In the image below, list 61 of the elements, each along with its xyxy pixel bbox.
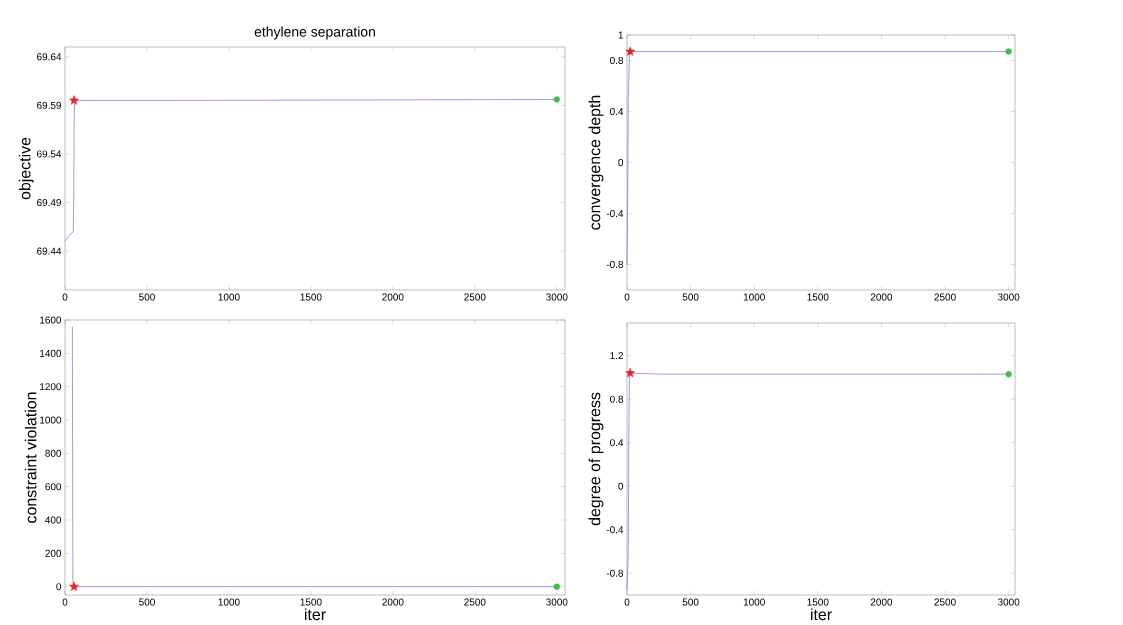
- x-tick-label: 0: [624, 293, 630, 301]
- x-tick-label: 3000: [546, 598, 568, 606]
- x-tick-label: 1000: [218, 598, 240, 606]
- chart-title: ethylene separation: [254, 26, 375, 40]
- y-tick-label: 0.4: [610, 107, 624, 116]
- x-tick-label: 2500: [464, 598, 486, 606]
- x-tick-label: 500: [682, 598, 699, 606]
- y-tick-label: 200: [45, 549, 62, 557]
- x-axis-title: iter: [811, 608, 832, 621]
- y-tick-label: 1.2: [610, 352, 623, 360]
- x-tick-label: 1000: [743, 598, 765, 606]
- x-tick-label: 3000: [997, 598, 1020, 606]
- y-tick-label: 400: [45, 516, 62, 524]
- x-tick-label: 2500: [934, 293, 956, 301]
- x-tick-label: 1500: [807, 293, 829, 301]
- x-tick-label: 1500: [300, 598, 322, 606]
- y-tick-label: 0.8: [610, 395, 624, 403]
- y-tick-label: 600: [45, 483, 62, 491]
- x-tick-label: 3000: [997, 293, 1020, 301]
- x-tick-label: 1500: [807, 598, 829, 606]
- x-tick-label: 1000: [743, 293, 765, 301]
- y-tick-label: 0: [618, 482, 624, 490]
- y-tick-label: 1400: [40, 349, 62, 357]
- y-tick-label: 69.64: [37, 53, 62, 61]
- y-tick-label: 1600: [40, 316, 62, 324]
- x-tick-label: 0: [62, 598, 68, 606]
- y-tick-label: -0.4: [606, 209, 624, 218]
- y-tick-label: 800: [45, 449, 62, 457]
- y-tick-label: -0.8: [606, 260, 624, 269]
- x-tick-label: 500: [139, 598, 155, 606]
- y-tick-label: -0.8: [606, 569, 624, 577]
- y-axis-title: objective: [18, 137, 34, 200]
- y-tick-label: -0.4: [606, 526, 624, 534]
- x-tick-label: 1000: [218, 293, 240, 301]
- y-axis-title: constraint violation: [24, 392, 37, 523]
- x-tick-label: 2000: [382, 598, 404, 606]
- y-tick-label: 1000: [40, 416, 62, 424]
- y-axis-title: degree of progress: [588, 392, 604, 526]
- x-tick-label: 2500: [464, 293, 486, 301]
- y-tick-label: 0: [56, 583, 62, 591]
- y-axis-title: convergence depth: [588, 95, 604, 230]
- y-tick-label: 69.59: [37, 101, 62, 109]
- x-tick-label: 2500: [934, 598, 956, 606]
- y-tick-label: 1200: [40, 383, 62, 391]
- x-tick-label: 1500: [300, 293, 322, 301]
- y-tick-label: 0.4: [610, 439, 624, 447]
- y-tick-label: 69.44: [37, 247, 62, 255]
- y-tick-label: 1: [618, 31, 624, 39]
- x-tick-label: 0: [624, 598, 630, 606]
- y-tick-label: 69.54: [37, 150, 62, 158]
- x-tick-label: 2000: [870, 598, 893, 606]
- x-axis-title: iter: [304, 608, 326, 621]
- x-tick-label: 0: [62, 293, 68, 301]
- x-tick-label: 2000: [382, 293, 404, 301]
- y-tick-label: 69.49: [37, 198, 62, 207]
- x-tick-label: 500: [139, 293, 155, 301]
- x-tick-label: 2000: [870, 293, 893, 301]
- x-tick-label: 3000: [546, 293, 568, 301]
- y-tick-label: 0: [618, 158, 624, 167]
- y-tick-label: 0.8: [610, 56, 624, 65]
- x-tick-label: 500: [682, 293, 699, 301]
